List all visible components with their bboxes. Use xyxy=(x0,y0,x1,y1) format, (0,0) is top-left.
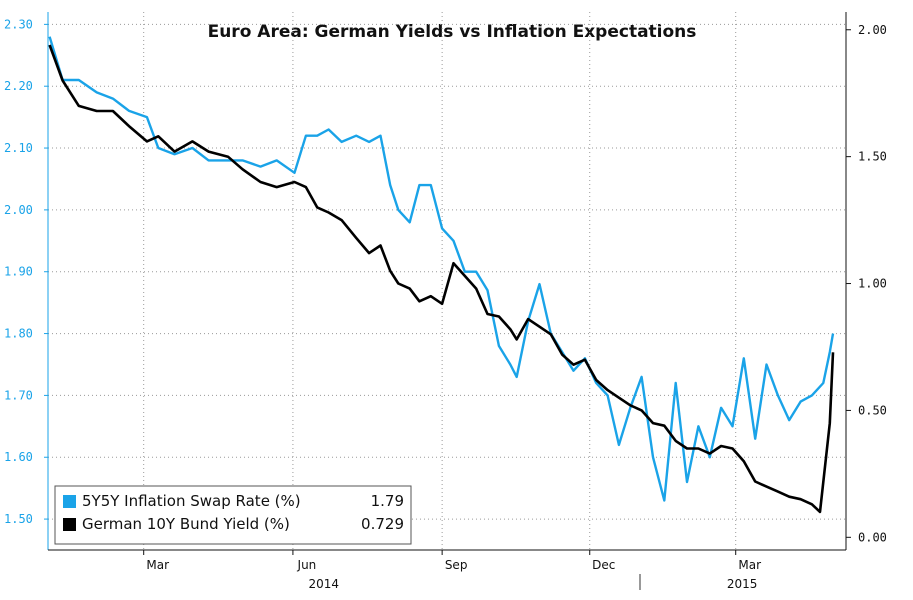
series-lines xyxy=(48,36,835,514)
left-tick-label: 1.90 xyxy=(4,265,33,279)
x-tick-label: Dec xyxy=(592,558,615,572)
right-tick-label: 0.50 xyxy=(858,403,887,417)
legend: 5Y5Y Inflation Swap Rate (%) 1.79 German 1… xyxy=(54,485,412,545)
legend-series-value: 0.729 xyxy=(361,515,404,533)
axes: 2.30 2.20 2.10 2.00 1.90 1.80 1.70 1.60 1.50 2.00… xyxy=(4,12,887,591)
left-tick-label: 1.80 xyxy=(4,327,33,341)
legend-series-value: 1.79 xyxy=(371,492,404,510)
bund-yield-line xyxy=(48,44,835,514)
x-year-label: 2014 xyxy=(308,577,339,591)
left-tick-label: 2.20 xyxy=(4,79,33,93)
left-tick-label: 1.60 xyxy=(4,450,33,464)
legend-swatch xyxy=(63,495,76,508)
legend-box xyxy=(54,485,412,545)
legend-series-name: German 10Y Bund Yield (%) xyxy=(82,515,290,533)
right-tick-label: 0.00 xyxy=(858,530,887,544)
chart-title: Euro Area: German Yields vs Inflation Ex… xyxy=(208,22,697,42)
left-tick-label: 2.30 xyxy=(4,17,33,31)
x-year-label: 2015 xyxy=(727,577,758,591)
right-tick-label: 1.00 xyxy=(858,277,887,291)
x-tick-label: Sep xyxy=(445,558,468,572)
left-tick-label: 1.70 xyxy=(4,388,33,402)
legend-swatch xyxy=(63,518,76,531)
swap-rate-line xyxy=(48,36,835,502)
x-tick-label: Mar xyxy=(738,558,761,572)
x-tick-label: Mar xyxy=(146,558,169,572)
left-tick-label: 2.00 xyxy=(4,203,33,217)
right-tick-label: 1.50 xyxy=(858,150,887,164)
x-tick-label: Jun xyxy=(297,558,317,572)
right-tick-label: 2.00 xyxy=(858,23,887,37)
left-tick-label: 2.10 xyxy=(4,141,33,155)
left-tick-label: 1.50 xyxy=(4,512,33,526)
legend-series-name: 5Y5Y Inflation Swap Rate (%) xyxy=(82,492,301,510)
